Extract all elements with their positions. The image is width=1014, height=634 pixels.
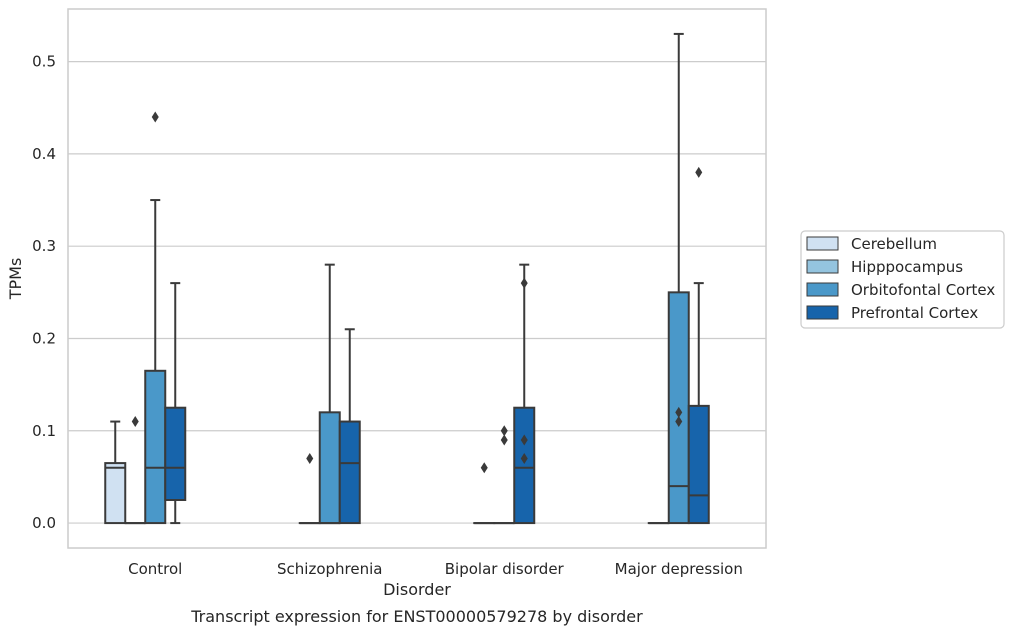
legend-swatch: [806, 259, 839, 274]
legend-swatch: [806, 282, 839, 297]
box-layer: [104, 32, 710, 525]
box-orbitofontal-cortex: [144, 111, 167, 525]
legend-label: Cerebellum: [851, 235, 937, 253]
outlier-point: [675, 416, 683, 428]
x-tick-label: Control: [128, 560, 182, 578]
outlier-point: [480, 462, 488, 474]
box-prefrontal-cortex: [338, 328, 361, 525]
outlier-point: [520, 434, 528, 446]
x-tick-label: Bipolar disorder: [445, 560, 565, 578]
box-body: [144, 369, 167, 525]
outlier-point: [520, 277, 528, 289]
box-orbitofontal-cortex: [493, 425, 516, 525]
plot-frame: [67, 8, 767, 549]
box-body: [104, 462, 127, 525]
outlier-point: [500, 434, 508, 446]
chart-caption: Transcript expression for ENST0000057927…: [190, 607, 643, 626]
legend-swatch: [806, 236, 839, 251]
box-body: [338, 420, 361, 525]
y-tick-label: 0.0: [32, 514, 56, 532]
box-body: [513, 406, 536, 525]
legend: Cerebellum Hipppocampus Orbitofontal Corte…: [800, 230, 1005, 329]
outlier-point: [306, 452, 314, 464]
box-prefrontal-cortex: [687, 166, 710, 525]
outlier-point: [695, 166, 703, 178]
y-tick-label: 0.5: [32, 53, 56, 71]
box-hipppocampus: [473, 462, 496, 525]
legend-frame: [800, 230, 1005, 329]
box-cerebellum: [104, 420, 127, 525]
legend-swatch: [806, 305, 839, 320]
box-prefrontal-cortex: [513, 263, 536, 525]
box-hipppocampus: [124, 416, 147, 525]
y-axis-label: TPMs: [6, 258, 25, 301]
x-tick-label: Major depression: [615, 560, 743, 578]
y-tick-label: 0.3: [32, 237, 56, 255]
outlier-point: [500, 425, 508, 437]
box-orbitofontal-cortex: [318, 263, 341, 525]
legend-label: Orbitofontal Cortex: [851, 281, 995, 299]
outlier-point: [675, 406, 683, 418]
x-axis-ticks: Control Schizophrenia Bipolar disorder Majo…: [128, 560, 743, 578]
y-tick-label: 0.2: [32, 329, 56, 347]
outlier-point: [151, 111, 159, 123]
y-axis-ticks: 0.0 0.1 0.2 0.3 0.4 0.5: [32, 53, 56, 532]
y-tick-label: 0.1: [32, 422, 56, 440]
box-body: [318, 411, 341, 525]
legend-label: Hipppocampus: [851, 258, 963, 276]
box-body: [164, 406, 187, 502]
x-tick-label: Schizophrenia: [277, 560, 382, 578]
box-prefrontal-cortex: [164, 282, 187, 525]
outlier-point: [131, 416, 139, 428]
box-orbitofontal-cortex: [667, 32, 690, 525]
box-hipppocampus: [298, 452, 321, 525]
outlier-point: [520, 452, 528, 464]
x-axis-label: Disorder: [383, 580, 451, 599]
box-body: [687, 404, 710, 525]
legend-label: Prefrontal Cortex: [851, 304, 978, 322]
y-tick-label: 0.4: [32, 145, 56, 163]
